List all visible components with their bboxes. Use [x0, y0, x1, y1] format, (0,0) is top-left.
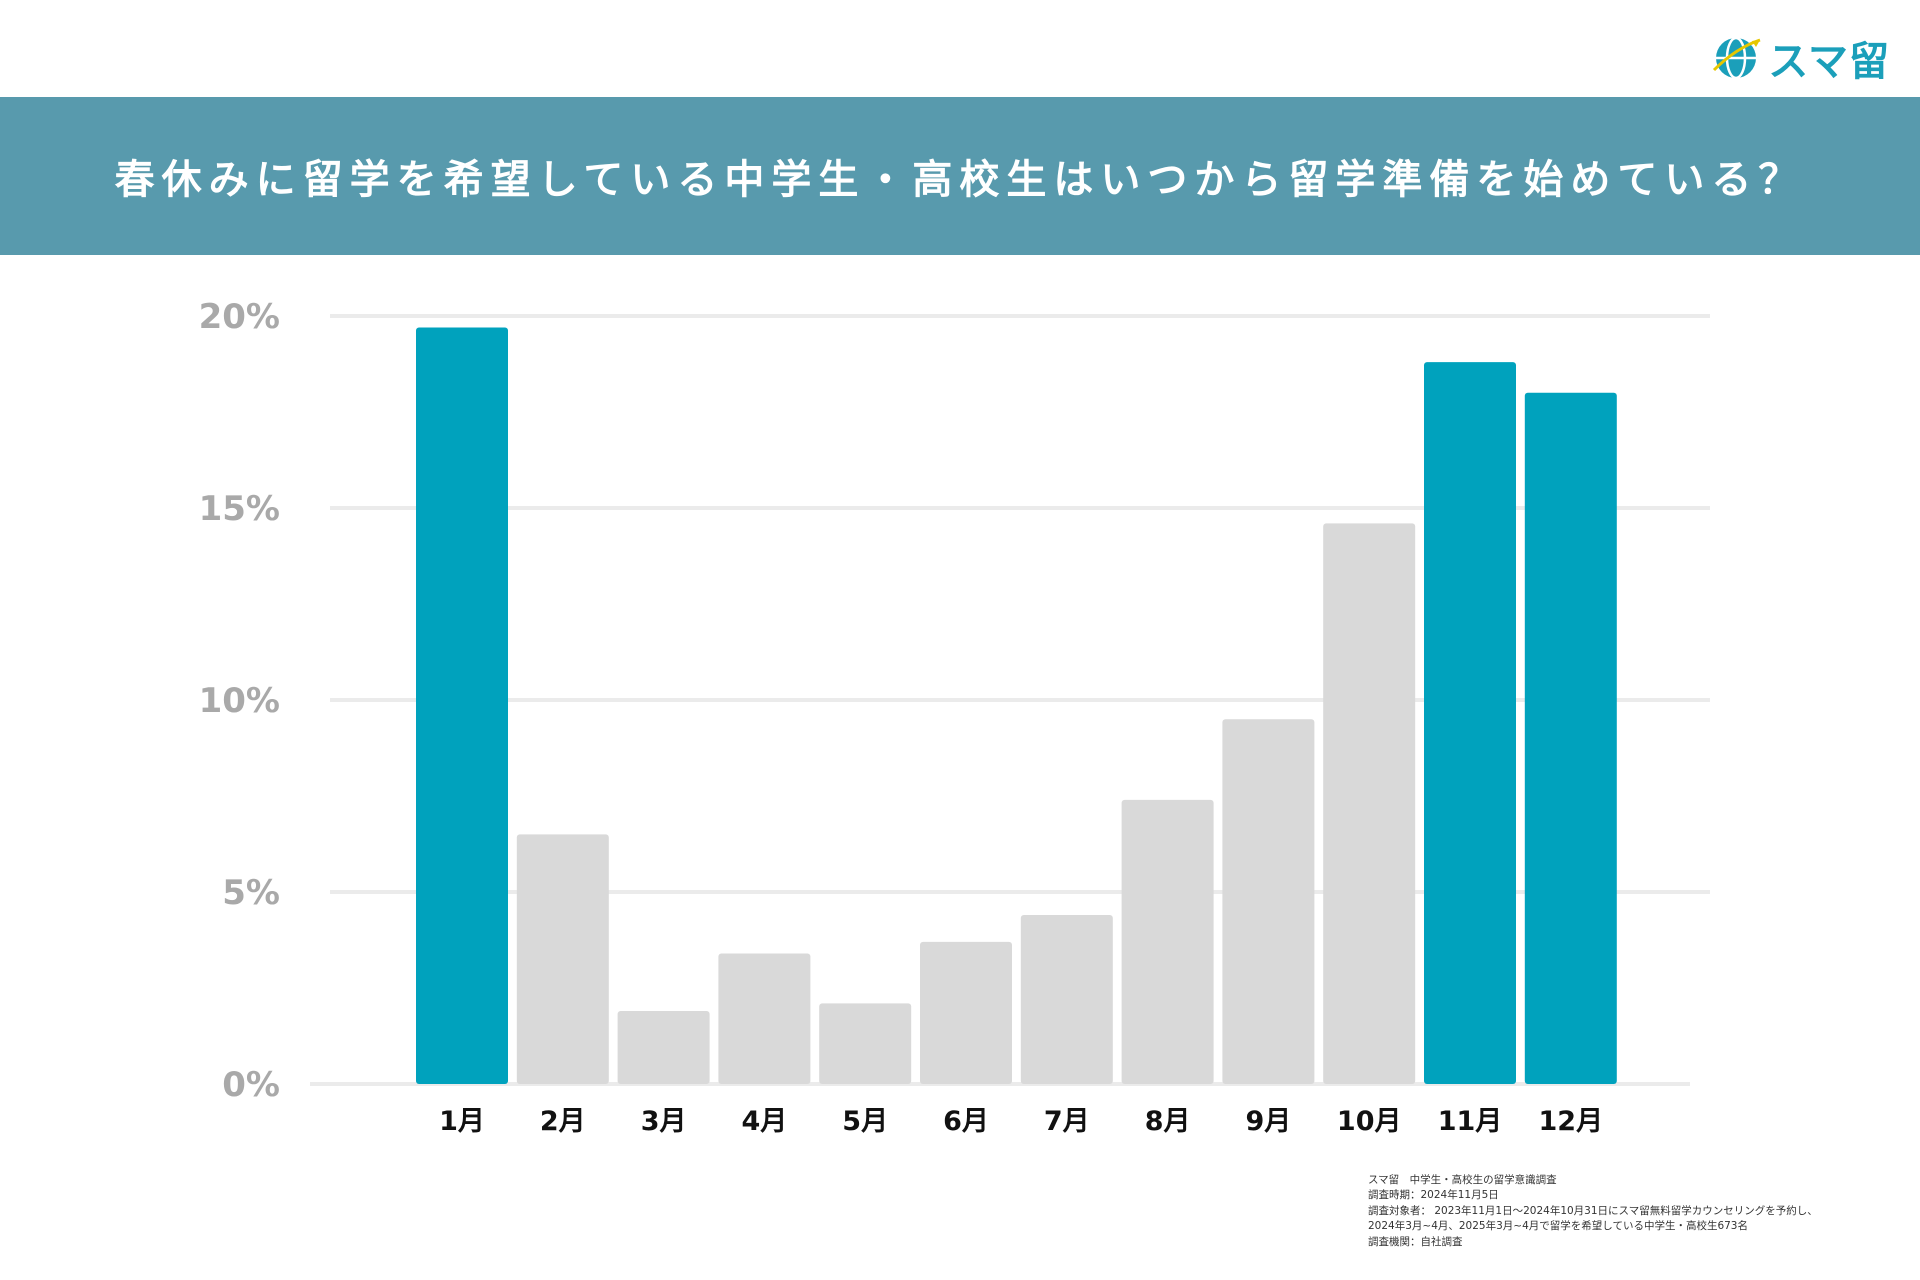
- bar-12: [1524, 392, 1617, 1084]
- bar-10: [1323, 523, 1416, 1084]
- y-tick-label: 15%: [199, 489, 280, 529]
- logo: スマ留: [1710, 32, 1890, 85]
- source-line: 調査機関：自社調査: [1368, 1235, 1463, 1248]
- x-tick-label: 3月: [641, 1106, 687, 1137]
- source-line: 調査対象者： 2023年11月1日〜2024年10月31日にスマ留無料留学カウン…: [1368, 1204, 1818, 1217]
- bar-7: [1020, 915, 1113, 1084]
- source-line: 2024年3月~4月、2025年3月~4月で留学を希望している中学生・高校生67…: [1368, 1220, 1748, 1233]
- y-tick-label: 10%: [199, 681, 280, 721]
- source-line: 調査時期：2024年11月5日: [1368, 1189, 1499, 1202]
- x-tick-label: 12月: [1539, 1106, 1604, 1137]
- bar-2: [516, 834, 609, 1084]
- y-tick-label: 0%: [222, 1065, 280, 1105]
- x-tick-label: 8月: [1145, 1106, 1191, 1137]
- x-tick-label: 6月: [943, 1106, 989, 1137]
- title-banner: 春休みに留学を希望している中学生・高校生はいつから留学準備を始めている？: [0, 97, 1920, 255]
- x-tick-label: 2月: [540, 1106, 586, 1137]
- y-tick-label: 20%: [199, 297, 280, 337]
- x-tick-label: 9月: [1246, 1106, 1292, 1137]
- bar-3: [617, 1011, 710, 1084]
- x-tick-label: 4月: [742, 1106, 788, 1137]
- bar-9: [1222, 719, 1315, 1084]
- bar-8: [1121, 799, 1214, 1084]
- source-line: スマ留 中学生・高校生の留学意識調査: [1368, 1174, 1557, 1186]
- bar-6: [920, 941, 1012, 1084]
- x-tick-label: 1月: [439, 1106, 485, 1137]
- page-title: 春休みに留学を希望している中学生・高校生はいつから留学準備を始めている？: [114, 157, 1806, 203]
- globe-icon: [1713, 36, 1761, 80]
- x-tick-label: 10月: [1337, 1106, 1402, 1137]
- x-tick-label: 7月: [1044, 1106, 1090, 1137]
- bar-5: [819, 1003, 912, 1084]
- y-tick-label: 5%: [222, 873, 280, 913]
- source-note: スマ留 中学生・高校生の留学意識調査 調査時期：2024年11月5日 調査対象者…: [1368, 1173, 1888, 1250]
- x-tick-label: 11月: [1438, 1106, 1503, 1137]
- x-tick-label: 5月: [842, 1106, 888, 1137]
- bar-1: [416, 327, 508, 1084]
- bar-4: [718, 953, 811, 1084]
- logo-text: スマ留: [1768, 39, 1890, 85]
- bar-11: [1424, 362, 1516, 1085]
